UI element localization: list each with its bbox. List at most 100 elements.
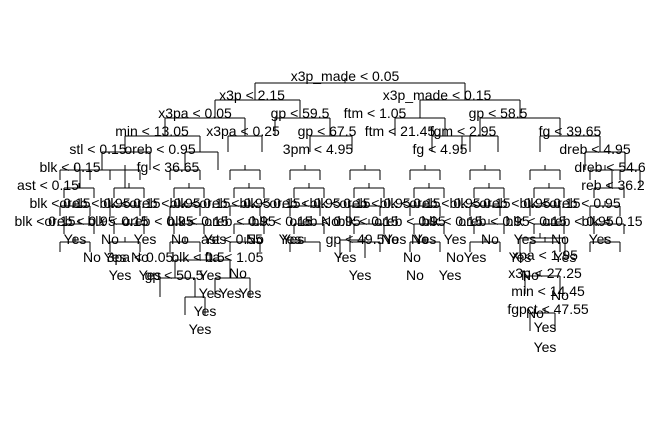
split-label-dense: oreb < 0.95	[458, 213, 529, 229]
leaf-yes: Yes	[414, 231, 437, 247]
leaf-no: No	[83, 249, 101, 265]
split-label-dense: blk < 0.15	[309, 195, 370, 211]
split-label-dense: blk < 0.15	[14, 213, 75, 229]
split-label: reb < 36.2	[581, 177, 645, 193]
split-label: ast < 0.15	[17, 177, 79, 193]
split-label-dense: blk < 0.15	[167, 213, 228, 229]
leaf-yes: Yes	[384, 231, 407, 247]
split-label: x3p_made < 0.15	[383, 87, 492, 103]
split-label: oreb < 0.95	[124, 141, 195, 157]
split-label: fta < 1.05	[205, 249, 264, 265]
split-label-dense: blk < 0.15	[87, 213, 148, 229]
split-label: 3pm < 4.95	[283, 141, 354, 157]
leaf-yes: Yes	[439, 267, 462, 283]
leaf-yes: Yes	[279, 231, 302, 247]
split-label-dense: oreb < 0.95	[542, 213, 613, 229]
split-label: fg < 39.65	[539, 123, 602, 139]
split-label-dense: oreb < 0.95	[129, 195, 200, 211]
leaf-yes: Yes	[104, 249, 127, 265]
leaf-yes: Yes	[534, 339, 557, 355]
split-label-dense: blk < 0.15	[505, 213, 566, 229]
leaf-yes: Yes	[334, 249, 357, 265]
split-label-root: x3p_made < 0.05	[291, 68, 400, 84]
split-label-dense: blk < 0.15	[169, 195, 230, 211]
leaf-yes: Yes	[554, 249, 577, 265]
leaf-yes: Yes	[509, 249, 532, 265]
leaf-yes: Yes	[194, 303, 217, 319]
split-label: gp < 49.5	[326, 231, 385, 247]
split-label-dense: blk < 0.15	[449, 195, 510, 211]
split-label: fgpct < 47.55	[507, 301, 589, 317]
split-label: blk < 0.5	[171, 249, 225, 265]
split-label: fgm < 2.95	[430, 123, 497, 139]
leaf-no: No	[446, 249, 464, 265]
split-label-dense: blk < 0.15	[379, 195, 440, 211]
split-label-dense: oreb < 0.95	[374, 213, 445, 229]
split-label: gp < 59.5	[271, 105, 330, 121]
leaf-yes: Yes	[444, 231, 467, 247]
split-label: gp < 67.5	[298, 123, 357, 139]
split-label-dense: oreb < 0.95	[339, 195, 410, 211]
split-label: x3p < 2.15	[219, 87, 285, 103]
leaf-no: No	[406, 267, 424, 283]
split-label: x3pa < 0.25	[206, 123, 280, 139]
leaf-yes: Yes	[282, 231, 305, 247]
leaf-yes: Yes	[199, 267, 222, 283]
leaf-yes: Yes	[464, 249, 487, 265]
leaf-no: No	[381, 231, 399, 247]
leaf-no: No	[481, 231, 499, 247]
split-label: stl < 0.15	[69, 141, 126, 157]
split-label-dense: blk < 0.15	[239, 195, 300, 211]
leaf-yes: Yes	[534, 319, 557, 335]
split-label-dense: oreb < 0.95	[269, 195, 340, 211]
split-label-dense: oreb < 0.95	[122, 213, 193, 229]
split-label: fg < 36.65	[137, 159, 200, 175]
split-label: ast < 0.55	[201, 231, 263, 247]
leaf-no: No	[526, 305, 544, 321]
leaf-no: No	[551, 287, 569, 303]
split-label: gp < 50.5	[145, 267, 204, 283]
split-label-dense: oreb < 0.95	[409, 195, 480, 211]
leaf-yes: Yes	[204, 231, 227, 247]
split-label-dense: oreb < 0.95	[204, 213, 275, 229]
leaf-no: No	[131, 249, 149, 265]
split-label: x3pa < 0.05	[158, 105, 232, 121]
tree-labels: x3p_made < 0.05 x3p < 2.15 x3p_made < 0.15…	[14, 68, 645, 355]
split-label-dense: blk < 0.15	[421, 213, 482, 229]
leaf-no: No	[246, 231, 264, 247]
split-label: dreb < 4.95	[559, 141, 630, 157]
leaf-yes: Yes	[64, 231, 87, 247]
split-label-dense: oreb < 0.95	[44, 213, 115, 229]
leaf-yes: Yes	[189, 321, 212, 337]
leaf-yes: Yes	[349, 267, 372, 283]
tree-edges	[59, 78, 641, 331]
leaf-no: No	[521, 267, 539, 283]
leaf-yes: Yes	[109, 267, 132, 283]
split-label: ftm < 1.05	[344, 105, 407, 121]
split-label: blk < 0.15	[39, 159, 100, 175]
split-label-dense: blk < 0.15	[251, 213, 312, 229]
split-label: gp < 58.5	[469, 105, 528, 121]
leaf-no: No	[101, 231, 119, 247]
split-label-dense: oreb < 0.95	[59, 195, 130, 211]
leaf-yes: Yes	[139, 267, 162, 283]
leaf-no: No	[411, 231, 429, 247]
split-label-dense: blk < 0.15	[337, 213, 398, 229]
leaf-no: No	[403, 249, 421, 265]
leaf-yes: Yes	[134, 231, 157, 247]
leaf-yes: Yes	[589, 231, 612, 247]
leaf-yes: Yes	[199, 285, 222, 301]
leaf-no: No	[551, 231, 569, 247]
split-label: 3pa < 0.05	[107, 249, 174, 265]
split-label-dense: oreb < 0.95	[479, 195, 550, 211]
split-label-dense: oreb < 0.95	[199, 195, 270, 211]
split-label: dreb < 54.6	[574, 159, 645, 175]
split-label-dense: oreb < 0.95	[549, 195, 620, 211]
leaf-no: No	[321, 213, 339, 229]
leaf-yes: Yes	[239, 285, 262, 301]
split-label-dense: blk < 0.15	[581, 213, 642, 229]
split-label-dense: blk < 0.15	[519, 195, 580, 211]
split-label: x3p < 27.25	[508, 265, 582, 281]
leaf-yes: Yes	[514, 231, 537, 247]
